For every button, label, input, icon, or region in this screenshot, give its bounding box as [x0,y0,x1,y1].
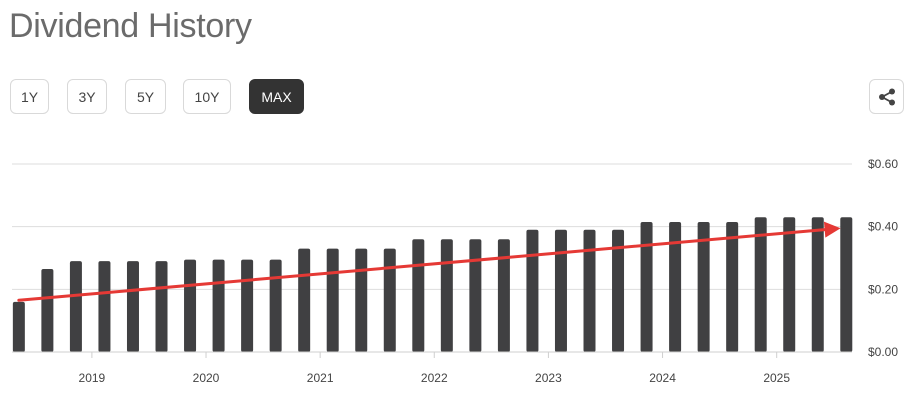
bar [697,221,710,352]
bar [184,259,197,352]
tab-max[interactable]: MAX [249,79,304,114]
tab-1y[interactable]: 1Y [10,79,49,114]
bar [754,217,767,352]
bar [497,239,510,352]
bar [640,221,653,352]
bar [783,217,796,352]
trend-line [17,228,827,302]
bar [669,221,682,352]
x-tick-label: 2022 [421,371,448,385]
tab-5y[interactable]: 5Y [125,79,166,114]
bar [69,261,82,352]
bar [811,217,824,352]
bar [269,259,282,352]
bar [440,239,453,352]
bar [355,248,368,352]
bar [412,239,425,352]
bar [612,229,625,352]
trend-arrowhead [823,221,841,238]
bar [554,229,567,352]
bar [840,217,853,352]
x-tick-label: 2024 [649,371,676,385]
bar [212,259,225,352]
bar [298,248,311,352]
bar [41,268,54,352]
x-tick-label: 2021 [307,371,334,385]
bar [326,248,339,352]
x-tick-label: 2020 [193,371,220,385]
tab-3y[interactable]: 3Y [67,79,107,114]
dividend-chart: $0.60 $0.40 $0.20 $0.00 2019 2020 2021 2022 2023… [12,157,898,385]
x-tick-label: 2019 [79,371,106,385]
bar [126,261,139,352]
bar [526,229,539,352]
x-tick-label: 2023 [535,371,562,385]
share-button[interactable] [869,79,904,114]
bar [12,301,25,352]
y-tick-label: $0.20 [868,282,898,296]
y-tick-label: $0.60 [868,157,898,171]
bar [98,261,111,352]
page-title: Dividend History [9,7,252,45]
bar [726,221,739,352]
y-tick-label: $0.00 [868,345,898,359]
bar [469,239,482,352]
bar [155,261,168,352]
bar [383,248,396,352]
y-tick-label: $0.40 [868,220,898,234]
bar [583,229,596,352]
tab-10y[interactable]: 10Y [183,79,231,114]
share-icon [878,88,895,105]
bar [241,259,254,352]
x-tick-label: 2025 [763,371,790,385]
